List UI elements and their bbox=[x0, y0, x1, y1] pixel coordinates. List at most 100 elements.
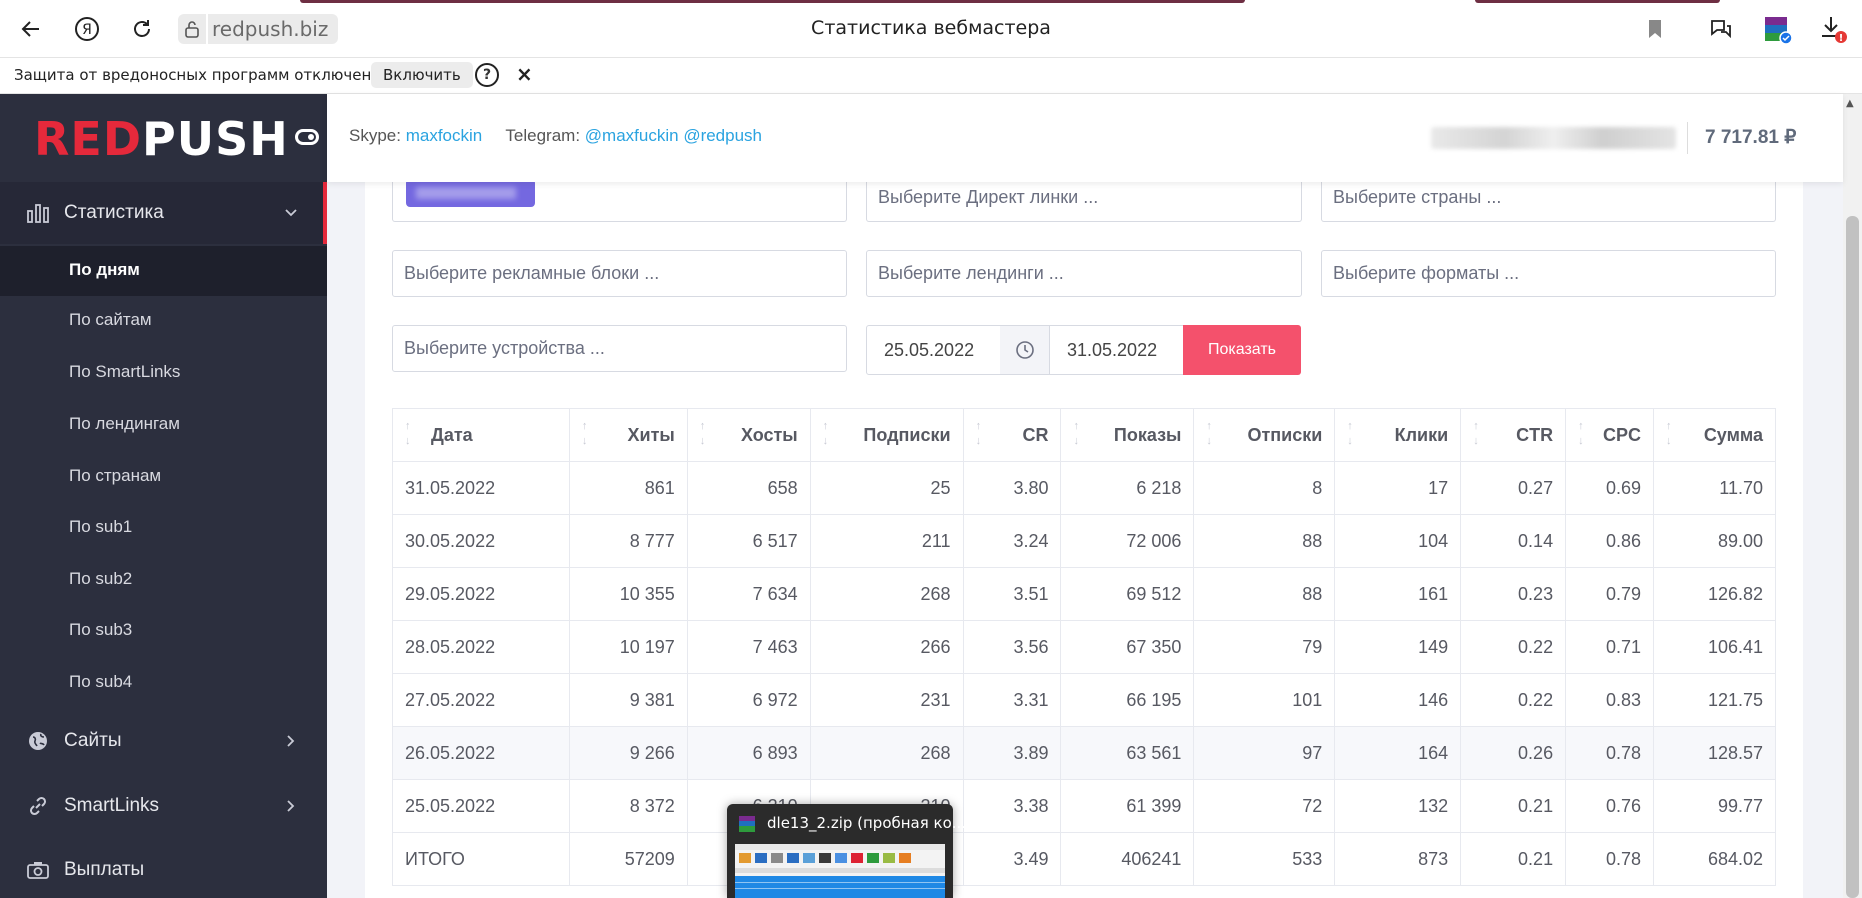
enable-protection-button[interactable]: Включить bbox=[371, 62, 473, 88]
telegram-link-redpush[interactable]: @redpush bbox=[683, 126, 763, 145]
sidebar-item-label: SmartLinks bbox=[64, 795, 160, 816]
date-to-input[interactable]: 31.05.2022 bbox=[1049, 325, 1184, 375]
column-header-ctr[interactable]: ↑ ↓ CTR bbox=[1460, 408, 1567, 462]
column-header-hosts[interactable]: ↑ ↓ Хосты bbox=[686, 408, 811, 462]
winrar-extension-button[interactable] bbox=[1761, 13, 1793, 45]
contacts: Skype: maxfockin Telegram: @maxfuckin @r… bbox=[349, 126, 762, 146]
sidebar-subitem-by-smartlinks[interactable]: По SmartLinks bbox=[69, 362, 181, 381]
bookmark-icon bbox=[1649, 20, 1661, 38]
taskbar-preview-popup[interactable]: dle13_2.zip (пробная ко... bbox=[727, 804, 966, 898]
direct-links-select[interactable]: Выберите Директ линки ... bbox=[866, 175, 1302, 222]
telegram-link-maxfuckin[interactable]: @maxfuckin bbox=[584, 126, 679, 145]
table-total-cell: 533 bbox=[1193, 832, 1336, 886]
table-cell: 211 bbox=[809, 514, 964, 568]
sidebar-toggle-icon[interactable] bbox=[295, 129, 319, 145]
sidebar-subitem-by-sub3[interactable]: По sub3 bbox=[69, 620, 133, 639]
column-header-unsubscribes[interactable]: ↑ ↓ Отписки bbox=[1193, 408, 1336, 462]
sidebar-item-payouts[interactable]: Выплаты bbox=[0, 839, 327, 898]
back-button[interactable] bbox=[15, 13, 47, 45]
winrar-icon bbox=[1765, 17, 1792, 44]
date-from-input[interactable]: 25.05.2022 bbox=[866, 325, 1001, 375]
table-cell: 10 355 bbox=[568, 567, 688, 621]
url-text[interactable]: redpush.biz bbox=[208, 14, 339, 44]
sites-select[interactable] bbox=[392, 175, 847, 222]
table-cell: 126.82 bbox=[1653, 567, 1776, 621]
table-total-row: ИТОГО 57209 3.49 406241 533 873 0.21 0.78 684.02 bbox=[392, 832, 1776, 886]
landings-select[interactable]: Выберите лендинги ... bbox=[866, 250, 1302, 297]
table-cell: 63 561 bbox=[1060, 726, 1195, 780]
skype-link[interactable]: maxfockin bbox=[405, 126, 483, 145]
stats-table: ↑ ↓ Дата ↑ ↓ Хиты ↑ ↓ Хосты ↑ ↓ Подписки ↑ ↓ CR ↑ ↓… bbox=[392, 408, 1776, 886]
window-thumbnail bbox=[735, 844, 945, 898]
reviews-button[interactable] bbox=[1705, 13, 1737, 45]
table-cell: 106.41 bbox=[1653, 620, 1776, 674]
column-header-hits[interactable]: ↑ ↓ Хиты bbox=[568, 408, 688, 462]
table-cell: 0.71 bbox=[1565, 620, 1655, 674]
selected-site-chip[interactable] bbox=[406, 179, 535, 207]
table-cell: 0.76 bbox=[1565, 779, 1655, 833]
table-cell: 88 bbox=[1193, 567, 1336, 621]
table-cell: 104 bbox=[1334, 514, 1462, 568]
downloads-button[interactable]: ! bbox=[1817, 13, 1849, 45]
protection-message: Защита от вредоносных программ отключена bbox=[14, 66, 381, 84]
column-header-impressions[interactable]: ↑ ↓ Показы bbox=[1060, 408, 1195, 462]
show-button[interactable]: Показать bbox=[1183, 325, 1301, 375]
column-header-subscriptions[interactable]: ↑ ↓ Подписки bbox=[809, 408, 964, 462]
unlock-icon[interactable] bbox=[178, 14, 206, 44]
blurred-user-info bbox=[1431, 127, 1676, 149]
bookmark-button[interactable] bbox=[1639, 13, 1671, 45]
sidebar-subitem-by-sub4[interactable]: По sub4 bbox=[69, 672, 133, 691]
column-header-date[interactable]: ↑ ↓ Дата bbox=[392, 408, 570, 462]
table-cell: 0.79 bbox=[1565, 567, 1655, 621]
formats-select[interactable]: Выберите форматы ... bbox=[1321, 250, 1776, 297]
column-header-clicks[interactable]: ↑ ↓ Клики bbox=[1334, 408, 1462, 462]
table-cell: 26.05.2022 bbox=[392, 726, 570, 780]
countries-select[interactable]: Выберите страны ... bbox=[1321, 175, 1776, 222]
address-bar[interactable]: redpush.biz bbox=[178, 14, 339, 44]
sidebar-subitem-by-landings[interactable]: По лендингам bbox=[69, 414, 180, 433]
bar-chart-icon bbox=[26, 201, 50, 225]
reload-button[interactable] bbox=[126, 13, 158, 45]
sidebar-item-smartlinks[interactable]: SmartLinks bbox=[0, 775, 327, 837]
svg-text:Я: Я bbox=[82, 22, 92, 38]
sort-icon: ↑ ↓ bbox=[1578, 420, 1584, 447]
yandex-button[interactable]: Я bbox=[71, 13, 103, 45]
telegram-label: Telegram: bbox=[505, 126, 581, 145]
table-cell: 8 bbox=[1193, 461, 1336, 515]
sidebar-subitem-by-countries[interactable]: По странам bbox=[69, 466, 162, 485]
table-cell: 0.22 bbox=[1460, 620, 1567, 674]
table-cell: 7 463 bbox=[686, 620, 811, 674]
popup-title: dle13_2.zip (пробная ко... bbox=[767, 814, 967, 832]
table-cell: 3.80 bbox=[962, 461, 1062, 515]
table-cell: 101 bbox=[1193, 673, 1336, 727]
tab-accent-line bbox=[300, 0, 1245, 3]
sidebar-item-statistics[interactable]: Статистика bbox=[0, 182, 327, 244]
close-icon[interactable]: × bbox=[516, 62, 533, 86]
table-cell: 3.56 bbox=[962, 620, 1062, 674]
table-cell: 89.00 bbox=[1653, 514, 1776, 568]
sidebar-subitem-by-days[interactable]: По дням bbox=[0, 246, 327, 296]
column-header-cr[interactable]: ↑ ↓ CR bbox=[962, 408, 1062, 462]
column-header-sum[interactable]: ↑ ↓ Сумма bbox=[1653, 408, 1776, 462]
table-cell: 11.70 bbox=[1653, 461, 1776, 515]
sidebar-subitem-by-sub2[interactable]: По sub2 bbox=[69, 569, 133, 588]
table-cell: 0.86 bbox=[1565, 514, 1655, 568]
column-header-cpc[interactable]: ↑ ↓ CPC bbox=[1565, 408, 1655, 462]
devices-select[interactable]: Выберите устройства ... bbox=[392, 325, 847, 372]
table-cell: 61 399 bbox=[1060, 779, 1195, 833]
ad-blocks-select[interactable]: Выберите рекламные блоки ... bbox=[392, 250, 847, 297]
sidebar-subitem-by-sub1[interactable]: По sub1 bbox=[69, 517, 133, 536]
table-cell: 0.27 bbox=[1460, 461, 1567, 515]
sidebar-item-label: Выплаты bbox=[64, 859, 145, 880]
sidebar-item-sites[interactable]: Сайты bbox=[0, 710, 327, 772]
help-icon[interactable]: ? bbox=[475, 63, 499, 87]
sidebar-subitem-by-sites[interactable]: По сайтам bbox=[69, 310, 152, 329]
logo[interactable]: REDPUSH bbox=[34, 112, 289, 166]
scrollbar-thumb[interactable] bbox=[1846, 216, 1859, 898]
top-header: Skype: maxfockin Telegram: @maxfuckin @r… bbox=[327, 94, 1843, 182]
scroll-up-arrow[interactable]: ▲ bbox=[1846, 98, 1854, 109]
sort-icon: ↑ ↓ bbox=[581, 420, 588, 447]
table-cell: 88 bbox=[1193, 514, 1336, 568]
table-cell: 6 893 bbox=[686, 726, 811, 780]
table-cell: 25 bbox=[809, 461, 964, 515]
